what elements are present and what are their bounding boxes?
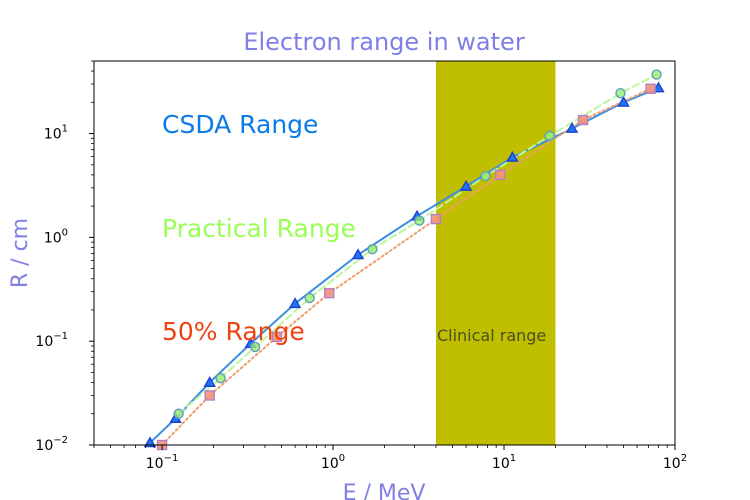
data-point-practical-range xyxy=(414,215,425,226)
data-point-50pct-range xyxy=(324,287,335,299)
data-point-csda-range xyxy=(652,81,665,93)
data-point-50pct-range xyxy=(645,83,656,94)
x-tick-label: 100 xyxy=(321,453,345,472)
y-tick-label: 100 xyxy=(44,227,68,246)
data-point-practical-range xyxy=(544,130,555,142)
y-tick-label: 101 xyxy=(44,124,68,143)
data-point-practical-range xyxy=(480,170,491,182)
x-axis-label: E / MeV xyxy=(343,481,426,500)
data-point-practical-range xyxy=(249,341,261,353)
x-tick-label: 10−1 xyxy=(146,453,179,472)
clinical-range-band-layer: Clinical range xyxy=(435,61,556,445)
data-point-csda-range xyxy=(203,376,216,387)
data-point-practical-range xyxy=(173,408,184,419)
series-line-practical-range xyxy=(177,73,658,415)
x-tick-label: 101 xyxy=(492,453,516,472)
clinical-range-label: Clinical range xyxy=(437,326,546,345)
data-point-50pct-range xyxy=(271,331,283,343)
data-point-50pct-range xyxy=(495,169,506,181)
series-line-csda-range xyxy=(149,87,660,444)
tick-layer: 10−1 100 101 102 10−2 10−1 100 101 xyxy=(35,60,687,472)
y-tick-label: 10−2 xyxy=(35,435,68,454)
data-point-csda-range xyxy=(565,122,579,133)
y-tick-label: 10−1 xyxy=(35,331,68,350)
data-point-50pct-range xyxy=(204,390,215,401)
annotation-practical: Practical Range xyxy=(162,214,356,243)
annotation-csda: CSDA Range xyxy=(162,110,318,139)
annotation-50pct: 50% Range xyxy=(162,317,305,346)
data-point-csda-range xyxy=(143,436,157,448)
data-point-50pct-range xyxy=(430,213,442,225)
y-axis-label: R / cm xyxy=(8,218,33,288)
data-point-50pct-range xyxy=(577,114,589,126)
clinical-range-band xyxy=(435,61,556,445)
data-point-practical-range xyxy=(215,373,226,384)
series-line-50pct-range xyxy=(161,87,652,445)
marker-layer xyxy=(143,69,665,451)
data-point-csda-range xyxy=(459,179,473,191)
data-point-csda-range xyxy=(351,248,365,260)
chart-title: Electron range in water xyxy=(243,28,525,56)
data-point-csda-range xyxy=(288,297,302,309)
data-point-practical-range xyxy=(304,292,315,304)
data-point-practical-range xyxy=(615,87,626,99)
data-point-csda-range xyxy=(506,150,519,162)
data-point-practical-range xyxy=(367,243,378,255)
data-point-practical-range xyxy=(651,69,662,80)
x-tick-label: 102 xyxy=(663,453,687,472)
data-point-csda-range xyxy=(617,95,630,107)
